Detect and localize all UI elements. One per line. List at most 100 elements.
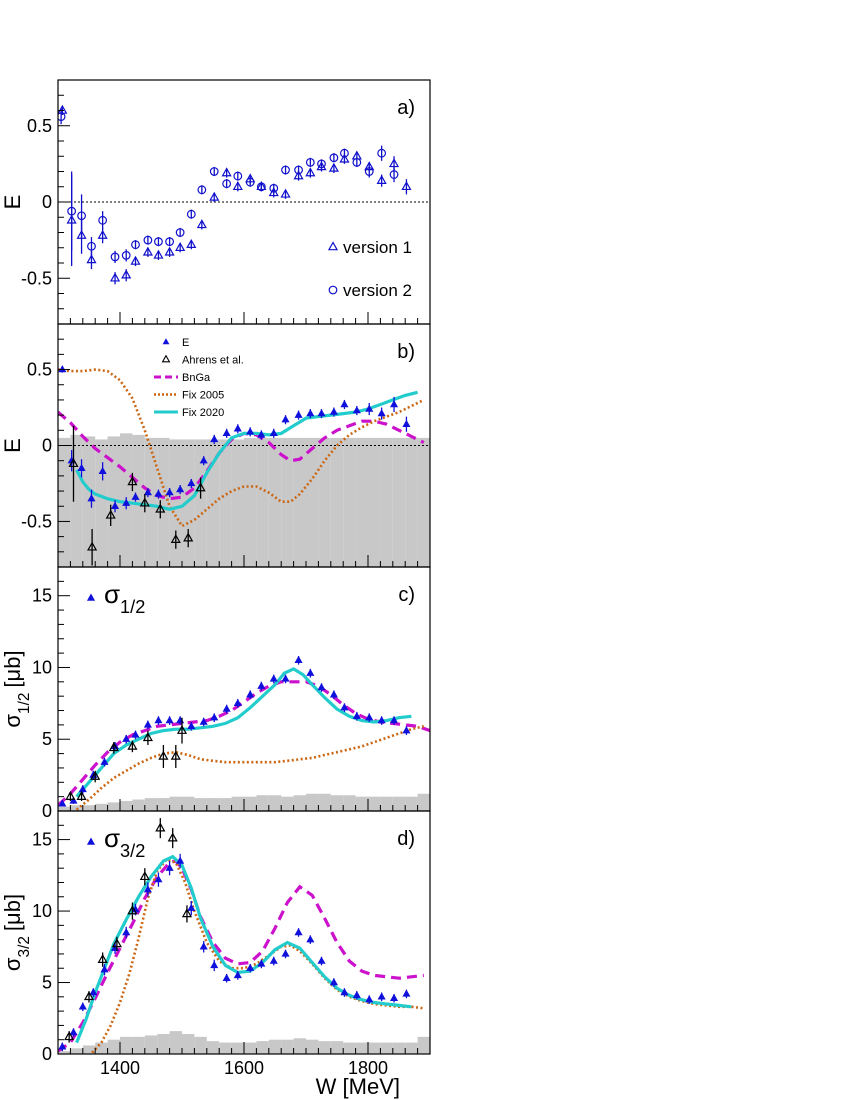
data-point-version-2	[364, 167, 374, 176]
y-tick-label: 0	[42, 192, 52, 212]
histogram-bar	[157, 1033, 170, 1054]
histogram-bar	[244, 796, 257, 811]
y-tick-label: 5	[42, 973, 52, 993]
histogram-bar	[107, 802, 120, 811]
histogram-bar	[58, 806, 71, 811]
histogram-bar	[392, 1042, 406, 1054]
panel-label: b)	[397, 341, 415, 363]
data-point--1-2	[222, 704, 231, 712]
data-point-version-2	[154, 237, 163, 247]
y-tick-label: 15	[32, 830, 52, 850]
data-point--1-2	[389, 716, 399, 724]
data-point-version-2	[77, 211, 86, 221]
data-point-ahrens-et-al-	[195, 482, 206, 492]
series-line-bnga	[58, 859, 424, 1053]
histogram-bar	[206, 1041, 220, 1054]
data-point-e	[77, 463, 86, 471]
histogram-bar	[268, 1039, 282, 1054]
data-point-version-2	[329, 153, 339, 163]
histogram-bar	[417, 437, 430, 567]
data-point-version-2	[121, 250, 131, 260]
data-point-ahrens-et-al-	[170, 533, 181, 543]
data-point-e	[154, 489, 163, 497]
data-point-e	[58, 365, 67, 373]
histogram-bar	[380, 1042, 393, 1054]
data-point-ahrens-et-al-	[142, 732, 153, 742]
data-point--1-2	[257, 681, 266, 689]
panel-c: 0 5 10 15 σ1/2[μb] c) σ1/2	[0, 566, 431, 821]
legend-marker	[327, 241, 339, 251]
data-point-version-2	[186, 209, 196, 219]
data-point-e	[199, 456, 208, 464]
data-point--1-2	[199, 717, 208, 725]
histogram-bar	[318, 1041, 331, 1054]
data-point-e	[246, 427, 255, 435]
y-tick-label: 0	[42, 1044, 52, 1064]
data-point-version-2	[269, 183, 279, 193]
histogram-bar	[194, 1036, 207, 1054]
histogram-bar	[244, 437, 257, 567]
data-point-version-2	[377, 148, 387, 158]
histogram-bar	[330, 795, 344, 811]
data-point-ahrens-et-al-	[167, 832, 178, 842]
data-point--3-2	[365, 995, 374, 1003]
histogram-bar	[256, 795, 269, 811]
histogram-bar	[293, 1038, 306, 1054]
histogram-bar	[306, 437, 319, 567]
data-point-version-2	[352, 157, 362, 167]
in-plot-marker	[86, 837, 96, 845]
histogram-bar	[132, 1036, 145, 1054]
x-axis-label: W [MeV]	[316, 1074, 400, 1099]
data-point-version-1	[121, 269, 132, 279]
y-tick-label: 15	[32, 586, 52, 606]
histogram-bar	[194, 798, 207, 811]
data-point-version-2	[389, 170, 399, 179]
histogram-bar	[293, 437, 306, 567]
data-point-e	[294, 410, 303, 418]
data-point--1-2	[269, 674, 278, 682]
data-point--1-2	[329, 690, 338, 698]
data-point-e	[98, 466, 107, 475]
histogram-bar	[95, 1042, 108, 1054]
histogram-bar	[417, 793, 430, 811]
y-tick-label: 0.5	[27, 360, 52, 380]
histogram-bar	[132, 799, 145, 811]
data-point-version-2	[197, 185, 207, 195]
y-tick-label: -0.5	[21, 268, 52, 288]
data-point--3-2	[257, 959, 266, 967]
data-point-version-1	[221, 167, 232, 177]
data-point-ahrens-et-al-	[105, 509, 116, 519]
data-point-e	[222, 428, 231, 437]
data-point-e	[143, 488, 152, 496]
data-point--1-2	[100, 757, 109, 765]
histogram-bar	[368, 1042, 381, 1054]
series-line-fix-2005	[75, 725, 425, 811]
data-point-e	[122, 498, 131, 506]
legend-label: Fix 2020	[182, 407, 224, 419]
data-point--1-2	[281, 674, 290, 682]
data-point-ahrens-et-al-	[183, 532, 194, 542]
data-point--1-2	[69, 796, 78, 804]
histogram-bar	[107, 1039, 120, 1054]
data-point--3-2	[317, 956, 326, 964]
data-point-e	[340, 399, 349, 408]
data-point-e	[110, 501, 120, 509]
legend-label: BnGa	[182, 372, 211, 384]
data-point--3-2	[269, 956, 278, 964]
data-point-ahrens-et-al-	[127, 905, 138, 915]
data-point--3-2	[246, 963, 255, 971]
data-point--3-2	[294, 928, 303, 936]
panel-label: d)	[397, 828, 415, 850]
data-point-ahrens-et-al-	[176, 724, 188, 734]
x-tick-label: 1600	[224, 1058, 264, 1078]
data-point-version-2	[131, 240, 140, 250]
histogram-bar	[405, 1042, 418, 1054]
data-point-e	[317, 409, 326, 417]
data-point--3-2	[176, 856, 185, 864]
data-point-ahrens-et-al-	[68, 458, 79, 468]
legend-label: Ahrens et al.	[182, 355, 244, 367]
data-point-version-1	[280, 188, 291, 198]
panel-label: c)	[398, 584, 415, 606]
histogram-bar	[306, 1039, 319, 1054]
